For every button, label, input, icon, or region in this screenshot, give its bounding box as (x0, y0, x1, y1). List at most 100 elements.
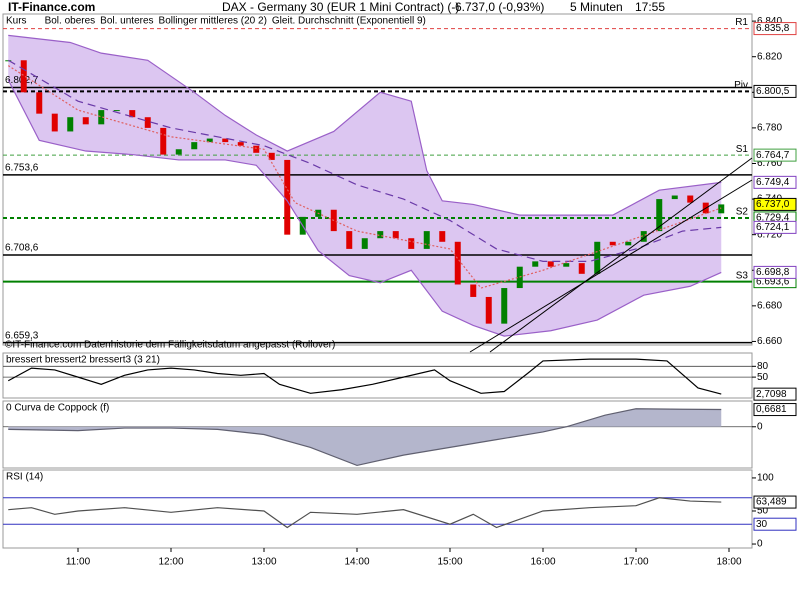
candle (82, 117, 89, 125)
value-label: 6.724,1 (756, 222, 790, 233)
y-tick-label: 50 (757, 506, 769, 517)
site-name: IT-Finance.com (8, 0, 95, 14)
candle (392, 231, 399, 239)
value-label: 0,6681 (756, 404, 787, 415)
x-tick-label: 14:00 (344, 557, 369, 568)
candle (51, 113, 58, 132)
x-tick-label: 18:00 (716, 557, 741, 568)
value-label-box (753, 265, 797, 279)
legend-entry: Bol. oberes (45, 16, 96, 27)
value-label-box (753, 175, 797, 189)
level-name: S1 (736, 144, 749, 155)
value-label: 6.737,0 (756, 199, 790, 210)
x-tick-label: 16:00 (530, 557, 555, 568)
panel-title: 0 Curva de Coppock (f) (6, 403, 109, 414)
series-line (7, 358, 722, 395)
y-tick-label: 0 (757, 421, 763, 432)
level-name: S3 (736, 270, 749, 281)
panel-title: bressert bressert2 bressert3 (3 21) (6, 355, 160, 366)
candle (501, 288, 508, 324)
time: 17:55 (635, 0, 665, 14)
candle (20, 60, 27, 93)
level-name: Piv (734, 80, 748, 91)
trend-lines: ©IT-Finance.com Datenhistorie dem Fällig… (5, 157, 753, 353)
series-line (8, 408, 722, 467)
x-tick-label: 11:00 (66, 557, 91, 568)
series-line (7, 59, 722, 262)
quote: 6.737,0 (-0,93%) (455, 0, 544, 14)
y-tick-label: 100 (757, 473, 774, 484)
support-label: 6.659,3 (5, 330, 39, 341)
x-tick-label: 13:00 (251, 557, 276, 568)
legend-entry: Bollinger mittleres (20 2) (159, 16, 267, 27)
candle (113, 110, 120, 112)
panel-title: RSI (14) (6, 472, 43, 483)
legend-entry: Gleit. Durchschnitt (Exponentiell 9) (272, 16, 426, 27)
level-label-box (753, 22, 797, 36)
value-label-box (753, 387, 797, 401)
candle (191, 142, 198, 150)
level-label: 6.835,8 (756, 23, 790, 34)
support-label: 6.753,6 (5, 163, 39, 174)
legend-entry: Bol. unteres (100, 16, 153, 27)
candle (36, 92, 43, 114)
level-name: R1 (735, 17, 748, 28)
value-label-box (753, 197, 797, 211)
value-label: 6.698,8 (756, 267, 790, 278)
candle (175, 149, 182, 155)
series-line (7, 79, 722, 337)
area (8, 408, 722, 466)
candle (594, 241, 601, 274)
candle (284, 159, 291, 235)
y-tick-label: 50 (757, 372, 769, 383)
y-tick-label: 0 (757, 539, 763, 550)
candle (485, 296, 492, 324)
candle (656, 199, 663, 232)
value-label-box (753, 220, 797, 234)
y-tick-label: 6.760 (757, 158, 782, 169)
candle (470, 284, 477, 297)
candle (129, 110, 136, 118)
value-label: 2,7098 (756, 389, 787, 400)
candle (671, 195, 678, 200)
candle (67, 117, 74, 132)
y-tick-label: 6.660 (757, 336, 782, 347)
candle (98, 110, 105, 125)
value-label: 63,489 (756, 497, 787, 508)
y-tick-label: 6.720 (757, 229, 782, 240)
level-label-box (753, 84, 797, 98)
series-line (8, 497, 722, 529)
candle (408, 238, 415, 249)
level-label: 6.800,5 (756, 86, 790, 97)
candle (206, 138, 213, 143)
candle (144, 117, 151, 128)
interval: 5 Minuten (570, 0, 623, 14)
candle (377, 231, 384, 239)
candle (160, 127, 167, 155)
series-line (8, 34, 722, 216)
instrument: DAX - Germany 30 (EUR 1 Mini Contract) (… (222, 0, 459, 14)
value-label: 30 (756, 519, 768, 530)
trend-line (469, 179, 753, 353)
series-line (7, 65, 722, 289)
value-label-box (753, 403, 797, 417)
candle (222, 138, 229, 143)
y-tick-label: 6.840 (757, 16, 782, 27)
candle (423, 231, 430, 249)
level-name: S2 (736, 207, 749, 218)
candle (718, 204, 725, 214)
candle (563, 263, 570, 267)
y-tick-label: 6.680 (757, 300, 782, 311)
candle (578, 263, 585, 274)
footnote: ©IT-Finance.com Datenhistorie dem Fällig… (5, 340, 335, 351)
candle (237, 142, 244, 146)
candle (640, 231, 647, 242)
level-label-box (753, 148, 797, 162)
candle (609, 241, 616, 246)
panel-frame (2, 352, 753, 399)
level-label: 6.729,4 (756, 213, 790, 224)
candle (346, 231, 353, 249)
support-label: 6.708,6 (5, 243, 39, 254)
candle (532, 261, 539, 267)
